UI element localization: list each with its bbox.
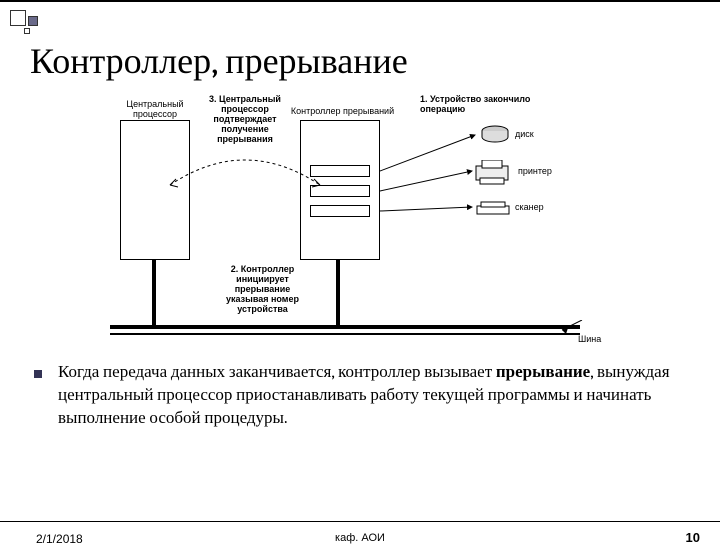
- slot: [310, 205, 370, 217]
- ack-arc: [160, 145, 330, 205]
- body-text: Когда передача данных заканчивается, кон…: [58, 362, 690, 431]
- controller-label: Контроллер прерываний: [290, 107, 395, 117]
- bus-label: Шина: [578, 335, 618, 345]
- ack-label: 3. Центральныйпроцессорподтверждаетполуч…: [200, 95, 290, 144]
- cpu-bus-connector: [152, 260, 156, 327]
- disk-icon: [480, 125, 510, 149]
- device-op-label: 1. Устройство закончилооперацию: [420, 95, 560, 115]
- footer-page-number: 10: [686, 530, 700, 545]
- bus-line: [110, 325, 580, 329]
- device-arrows: [380, 125, 480, 225]
- top-border: [0, 0, 720, 2]
- scanner-label: сканер: [515, 203, 565, 213]
- bullet-paragraph: Когда передача данных заканчивается, кон…: [34, 362, 690, 431]
- slide-footer: 2/1/2018 каф. АОИ 10: [0, 521, 720, 528]
- footer-center: каф. АОИ: [0, 532, 720, 544]
- body-prefix: Когда передача данных заканчивается, кон…: [58, 363, 496, 382]
- bus-line: [110, 333, 580, 335]
- printer-label: принтер: [518, 167, 568, 177]
- interrupt-diagram: Центральныйпроцессор 3. Центральныйпроце…: [110, 95, 610, 345]
- disk-label: диск: [515, 130, 555, 140]
- slide-title: Контроллер, прерывание: [30, 40, 408, 82]
- init-label: 2. Контроллеринициируетпрерываниеуказыва…: [215, 265, 310, 314]
- scanner-icon: [475, 200, 511, 222]
- body-bold: прерывание: [496, 363, 590, 382]
- ctrl-bus-connector: [336, 260, 340, 327]
- bullet-icon: [34, 370, 42, 378]
- cpu-label: Центральныйпроцессор: [110, 100, 200, 120]
